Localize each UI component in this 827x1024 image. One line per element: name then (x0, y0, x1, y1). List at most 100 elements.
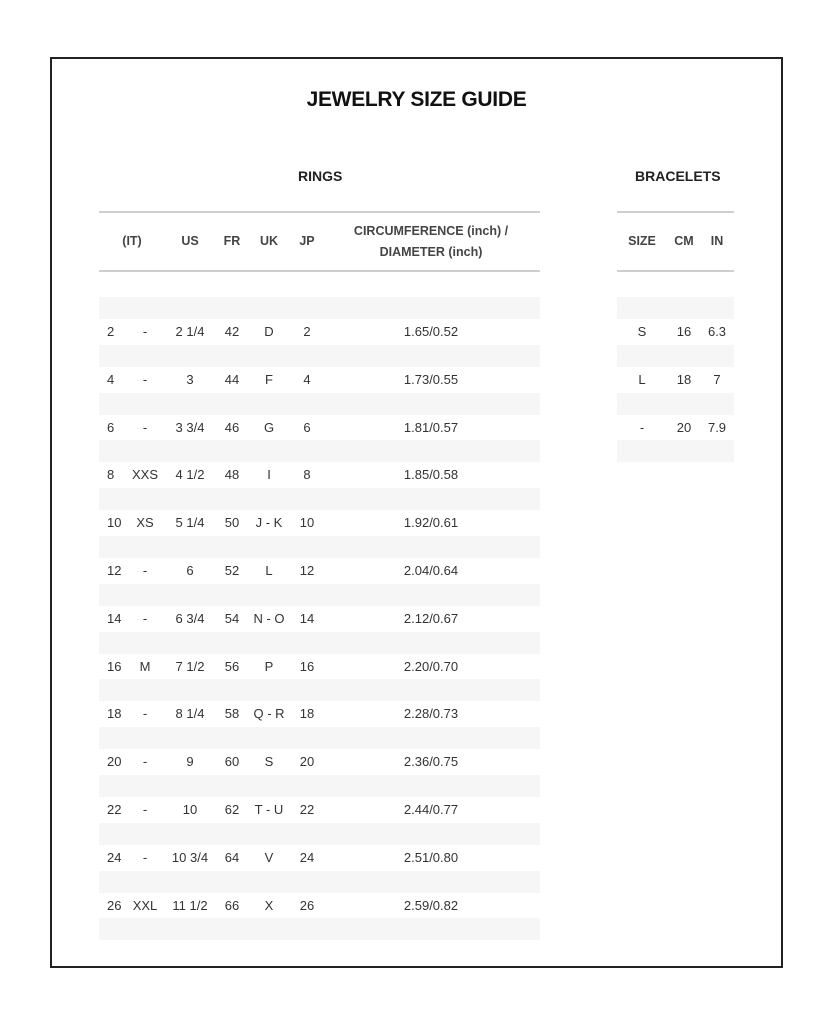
ring-cell: 50 (224, 515, 240, 531)
ring-cell: 24 (107, 849, 122, 865)
ring-cell: 2.04/0.64 (403, 562, 459, 578)
bracelets-bottom-rule (617, 270, 734, 272)
ring-cell: X (264, 897, 274, 913)
ring-size-row (99, 583, 540, 606)
ring-cell: 1.85/0.58 (403, 467, 459, 483)
ring-cell: Q - R (253, 706, 285, 722)
ring-cell: 22 (299, 801, 315, 817)
ring-size-row (99, 870, 540, 893)
ring-cell: N - O (253, 610, 285, 626)
ring-cell: - (142, 419, 148, 435)
guide-frame (50, 57, 783, 968)
ring-cell: 3 3/4 (175, 419, 205, 435)
ring-cell: 18 (107, 706, 122, 722)
ring-cell: F (265, 371, 273, 387)
rings-heading: RINGS (298, 168, 343, 184)
ring-cell: 64 (224, 849, 240, 865)
rings-top-rule (99, 211, 540, 213)
ring-cell: 20 (299, 754, 315, 770)
ring-cell: 60 (224, 754, 240, 770)
ring-cell: S (264, 754, 274, 770)
ring-size-row (99, 440, 540, 463)
ring-cell: V (264, 849, 274, 865)
ring-size-row (99, 895, 540, 917)
ring-cell: 11 1/2 (172, 897, 208, 913)
ring-cell: 12 (299, 562, 315, 578)
page-title: JEWELRY SIZE GUIDE (306, 88, 527, 111)
ring-cell: 16 (299, 658, 315, 674)
ring-size-row (99, 488, 540, 511)
ring-cell: J - K (255, 515, 283, 531)
ring-size-row (99, 464, 540, 486)
ring-size-row (99, 751, 540, 773)
ring-cell: 1.73/0.55 (403, 371, 459, 387)
ring-cell: 8 1/4 (175, 706, 205, 722)
ring-size-row (99, 822, 540, 845)
bracelet-size-row (617, 369, 734, 391)
ring-cell: 20 (107, 754, 122, 770)
ring-cell: 2 (303, 323, 311, 339)
ring-size-row (99, 775, 540, 797)
ring-cell: - (142, 849, 148, 865)
ring-size-row (99, 512, 540, 534)
ring-cell: 3 (186, 371, 194, 387)
ring-cell: 7 1/2 (175, 658, 205, 674)
ring-cell: T - U (254, 801, 284, 817)
ring-cell: 2.28/0.73 (403, 706, 459, 722)
ring-cell: 6 (186, 562, 194, 578)
ring-cell: XXL (132, 897, 158, 913)
ring-cell: G (263, 419, 275, 435)
ring-size-row (99, 417, 540, 439)
ring-cell: - (142, 754, 148, 770)
bracelet-size-row (617, 297, 734, 319)
ring-cell: 9 (186, 754, 194, 770)
ring-cell: 2.12/0.67 (403, 610, 459, 626)
ring-cell: 58 (224, 706, 240, 722)
bracelet-cell: S (637, 323, 647, 339)
bracelet-cell: L (638, 371, 646, 387)
ring-cell: - (142, 801, 148, 817)
ring-cell: 14 (299, 610, 315, 626)
bracelet-size-row (617, 321, 734, 343)
bracelet-size-row (617, 344, 734, 367)
col-header-uk: UK (259, 234, 279, 248)
col-header-in: IN (710, 234, 724, 248)
ring-cell: 4 1/2 (175, 467, 205, 483)
ring-cell: 8 (107, 467, 115, 483)
ring-cell: 10 (107, 515, 122, 531)
col-header-jp: JP (299, 234, 315, 248)
col-header-circumference: CIRCUMFERENCE (inch) / (353, 224, 509, 238)
ring-cell: 1.92/0.61 (403, 515, 459, 531)
ring-cell: 5 1/4 (175, 515, 205, 531)
bracelet-size-row (617, 440, 734, 463)
ring-cell: 4 (303, 371, 311, 387)
ring-cell: 10 3/4 (171, 849, 209, 865)
ring-cell: 52 (224, 562, 240, 578)
ring-cell: 6 (303, 419, 311, 435)
ring-size-row (99, 727, 540, 750)
ring-size-row (99, 679, 540, 702)
bracelet-size-row (617, 417, 734, 439)
ring-cell: I (267, 467, 271, 483)
ring-cell: 2 1/4 (175, 323, 205, 339)
ring-cell: 14 (107, 610, 122, 626)
ring-cell: 12 (107, 562, 122, 578)
ring-size-row (99, 703, 540, 725)
col-header-it: (IT) (122, 234, 142, 248)
ring-cell: 1.81/0.57 (403, 419, 459, 435)
ring-cell: 2 (107, 323, 115, 339)
bracelet-cell: - (639, 419, 645, 435)
ring-size-row (99, 918, 540, 941)
ring-cell: 10 (299, 515, 315, 531)
ring-size-row (99, 799, 540, 821)
bracelets-heading: BRACELETS (635, 168, 721, 184)
bracelet-size-row (617, 392, 734, 415)
ring-size-row (99, 297, 540, 319)
rings-bottom-rule (99, 270, 540, 272)
ring-cell: 6 3/4 (175, 610, 205, 626)
ring-cell: 2.20/0.70 (403, 658, 459, 674)
ring-cell: 48 (224, 467, 240, 483)
ring-size-row (99, 392, 540, 415)
ring-cell: XS (136, 515, 154, 531)
ring-cell: L (265, 562, 273, 578)
